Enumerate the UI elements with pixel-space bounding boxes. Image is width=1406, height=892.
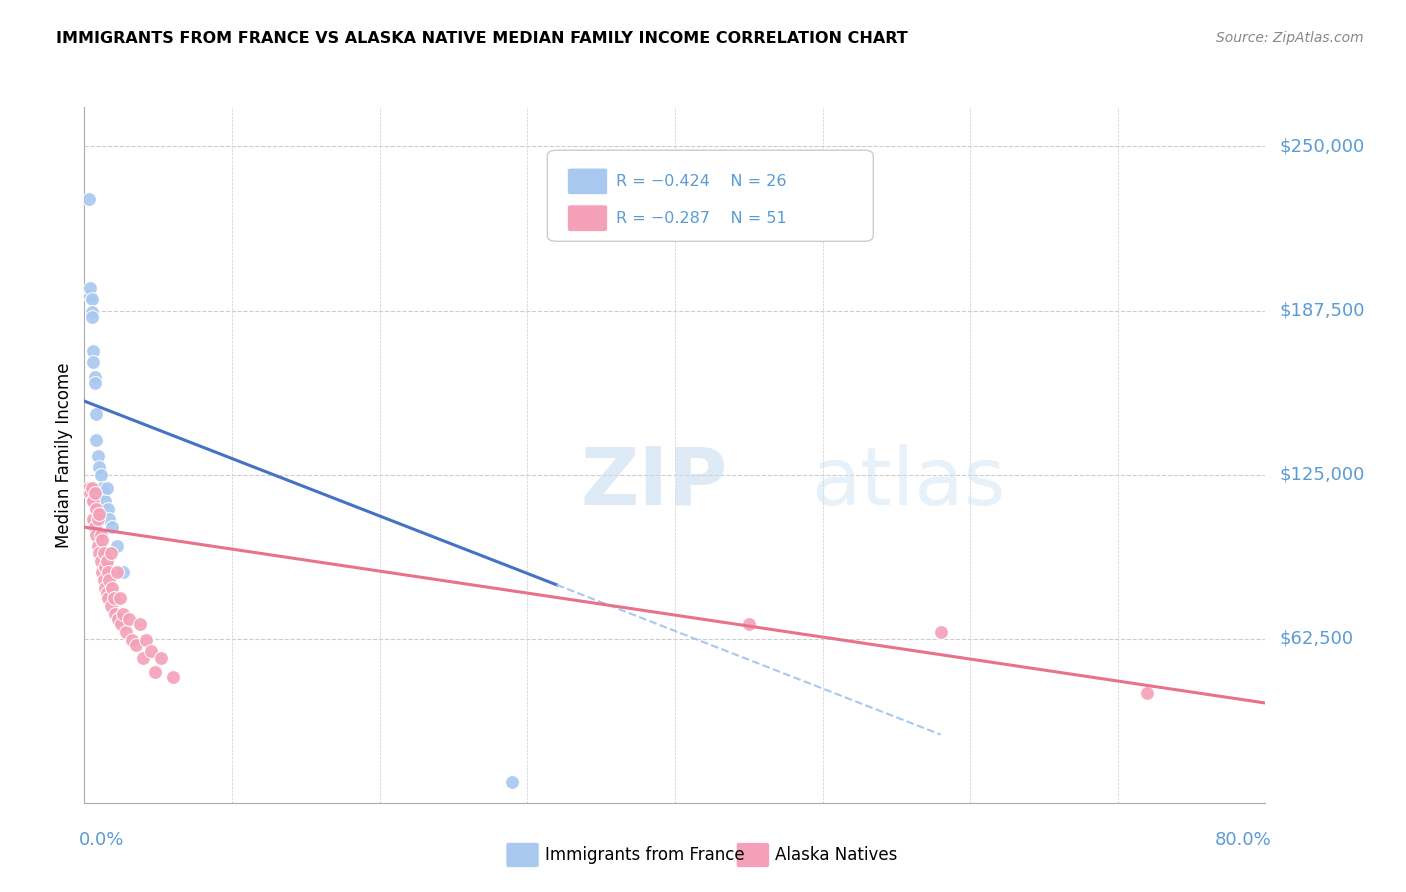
Point — [83, 376, 105, 390]
Text: Alaska Natives: Alaska Natives — [775, 846, 897, 864]
Point — [150, 651, 173, 665]
Point — [86, 449, 108, 463]
Point — [84, 528, 107, 542]
Point — [97, 591, 120, 605]
Point — [110, 617, 132, 632]
Point — [83, 520, 105, 534]
Point — [94, 581, 117, 595]
Point — [135, 633, 157, 648]
Point — [139, 643, 162, 657]
Point — [84, 407, 107, 421]
Point — [86, 512, 108, 526]
Point — [96, 481, 118, 495]
Y-axis label: Median Family Income: Median Family Income — [55, 362, 73, 548]
Text: $125,000: $125,000 — [1279, 466, 1365, 483]
Text: atlas: atlas — [811, 443, 1005, 522]
Point — [80, 494, 103, 508]
Point — [107, 612, 129, 626]
FancyBboxPatch shape — [506, 842, 538, 868]
Point — [90, 467, 112, 482]
Point — [84, 434, 107, 448]
Point — [104, 607, 127, 621]
Point — [101, 520, 124, 534]
FancyBboxPatch shape — [547, 150, 873, 242]
Point — [82, 355, 104, 369]
Point — [96, 554, 118, 568]
Point — [97, 501, 120, 516]
Point — [111, 565, 134, 579]
Point — [91, 481, 114, 495]
Point — [80, 310, 103, 324]
Point — [162, 670, 184, 684]
Text: Source: ZipAtlas.com: Source: ZipAtlas.com — [1216, 31, 1364, 45]
Point — [501, 774, 523, 789]
Text: $187,500: $187,500 — [1279, 301, 1365, 319]
Text: $62,500: $62,500 — [1279, 630, 1354, 648]
Point — [94, 559, 117, 574]
Text: R = −0.424    N = 26: R = −0.424 N = 26 — [616, 174, 786, 189]
Point — [83, 486, 105, 500]
Point — [84, 501, 107, 516]
Point — [82, 512, 104, 526]
Point — [90, 554, 112, 568]
Point — [121, 633, 143, 648]
Point — [77, 192, 100, 206]
Point — [125, 638, 148, 652]
Point — [96, 586, 118, 600]
Point — [87, 507, 111, 521]
Point — [87, 459, 111, 474]
Point — [100, 546, 122, 560]
Point — [111, 607, 134, 621]
Text: R = −0.287    N = 51: R = −0.287 N = 51 — [616, 211, 786, 226]
Point — [97, 565, 120, 579]
Point — [79, 289, 101, 303]
Point — [114, 625, 136, 640]
Text: $250,000: $250,000 — [1279, 137, 1365, 155]
Point — [98, 512, 121, 526]
Point — [108, 591, 131, 605]
Point — [738, 617, 761, 632]
Point — [105, 539, 128, 553]
Point — [1136, 685, 1159, 699]
Point — [83, 370, 105, 384]
Text: Immigrants from France: Immigrants from France — [546, 846, 745, 864]
Point — [118, 612, 141, 626]
Point — [79, 486, 101, 500]
Point — [79, 281, 101, 295]
Point — [93, 573, 115, 587]
Point — [77, 481, 100, 495]
Point — [80, 305, 103, 319]
FancyBboxPatch shape — [568, 205, 607, 231]
FancyBboxPatch shape — [737, 842, 769, 868]
Point — [91, 533, 114, 548]
Point — [87, 546, 111, 560]
Point — [132, 651, 155, 665]
Text: 0.0%: 0.0% — [79, 830, 124, 848]
Point — [143, 665, 166, 679]
Point — [82, 344, 104, 359]
Point — [105, 565, 128, 579]
Point — [93, 486, 115, 500]
Point — [86, 539, 108, 553]
Point — [82, 494, 104, 508]
Point — [100, 599, 122, 613]
Text: IMMIGRANTS FROM FRANCE VS ALASKA NATIVE MEDIAN FAMILY INCOME CORRELATION CHART: IMMIGRANTS FROM FRANCE VS ALASKA NATIVE … — [56, 31, 908, 46]
Point — [94, 494, 117, 508]
Text: 80.0%: 80.0% — [1215, 830, 1271, 848]
Point — [103, 591, 125, 605]
Point — [90, 528, 112, 542]
Point — [98, 573, 121, 587]
Point — [80, 481, 103, 495]
Point — [91, 565, 114, 579]
Point — [87, 486, 111, 500]
Point — [101, 581, 124, 595]
FancyBboxPatch shape — [568, 168, 607, 194]
Point — [929, 625, 952, 640]
Text: ZIP: ZIP — [581, 443, 728, 522]
Point — [80, 292, 103, 306]
Point — [93, 546, 115, 560]
Point — [129, 617, 152, 632]
